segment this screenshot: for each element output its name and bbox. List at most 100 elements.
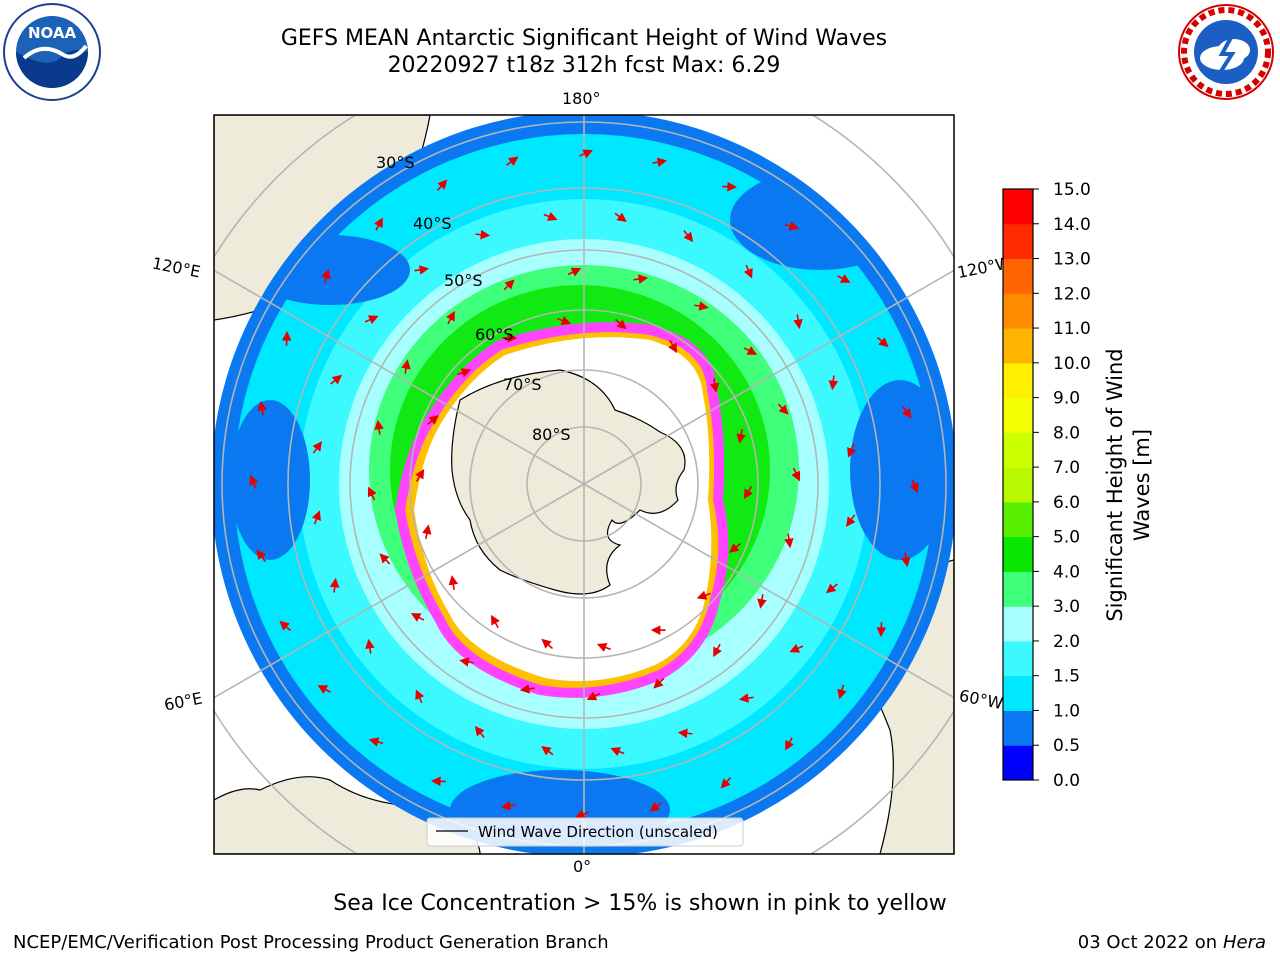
wave-direction-arrow: [415, 468, 425, 482]
wave-direction-arrow: [422, 524, 432, 540]
colorbar-segment: [1003, 640, 1033, 677]
colorbar-tick-label: 13.0: [1053, 250, 1091, 270]
colorbar-tick-label: 1.5: [1053, 667, 1080, 687]
wave-direction-arrow: [825, 583, 838, 594]
wave-direction-arrow: [415, 689, 425, 704]
noaa-logo-text: NOAA: [28, 24, 77, 42]
wave-direction-arrow: [713, 643, 722, 658]
wave-direction-arrow: [368, 737, 384, 747]
colorbar-segment: [1003, 189, 1033, 225]
wave-direction-arrow: [436, 179, 448, 191]
colorbar-tick-label: 11.0: [1053, 319, 1091, 339]
wave-direction-arrow: [614, 212, 627, 223]
wave-direction-arrow: [784, 533, 794, 549]
chart-title: GEFS MEAN Antarctic Significant Height o…: [280, 26, 888, 51]
colorbar-segment: [1003, 571, 1033, 607]
wave-direction-arrow: [668, 339, 678, 354]
colorbar-tick-label: 7.0: [1053, 458, 1080, 478]
colorbar-segment: [1003, 745, 1033, 781]
wave-direction-arrow: [543, 211, 558, 221]
colorbar-tick-label: 6.0: [1053, 493, 1080, 513]
colorbar-tick-label: 14.0: [1053, 215, 1091, 235]
colorbar-segment: [1003, 362, 1033, 399]
wave-direction-arrow: [414, 265, 430, 275]
colorbar-segment: [1003, 328, 1033, 364]
lon-label-180: 180°: [562, 89, 601, 108]
colorbar-segment: [1003, 397, 1033, 433]
wave-direction-arrow: [649, 801, 662, 812]
wave-direction-arrow: [457, 368, 472, 378]
wave-direction-arrow: [837, 684, 847, 700]
lon-label-0: 0°: [573, 857, 592, 876]
colorbar-segment: [1003, 432, 1033, 468]
wave-direction-arrow: [845, 514, 856, 527]
wave-direction-arrow: [541, 745, 554, 756]
wave-direction-arrow: [610, 747, 625, 757]
wave-direction-arrow: [279, 620, 291, 632]
colorbar-label: Significant Height of Wind Waves [m]: [1103, 348, 1154, 622]
wave-direction-arrow: [652, 157, 668, 167]
wave-direction-arrow: [365, 638, 375, 654]
wave-direction-arrow: [653, 677, 665, 689]
wave-direction-arrow: [586, 691, 601, 701]
colorbar-segment: [1003, 293, 1033, 329]
lat-label-60s: 60°S: [475, 325, 514, 344]
wave-direction-arrow: [503, 279, 515, 291]
wave-direction-arrow: [784, 221, 800, 231]
wave-direction-arrow: [757, 594, 767, 609]
wave-direction-arrow: [541, 638, 554, 650]
wave-direction-arrow: [317, 685, 331, 694]
wave-direction-arrow: [785, 737, 794, 751]
wave-direction-arrow: [374, 419, 384, 435]
meridian-line: [214, 483, 585, 699]
wave-direction-arrow: [321, 268, 331, 284]
wave-direction-arrow: [448, 575, 459, 590]
meridian-line: [583, 483, 954, 699]
wave-direction-arrow: [329, 577, 340, 593]
wave-direction-arrow: [410, 613, 425, 622]
wave-direction-arrow: [312, 441, 323, 454]
wave-direction-arrow: [257, 400, 267, 416]
wave-direction-arrow: [709, 378, 720, 393]
wave-direction-arrow: [909, 479, 919, 494]
wave-direction-arrow: [459, 657, 474, 667]
wave-direction-arrow: [683, 230, 694, 243]
wave-direction-arrow: [364, 315, 379, 325]
meridian-line: [583, 269, 954, 485]
wave-direction-arrow: [427, 415, 440, 426]
legend-label: Wind Wave Direction (unscaled): [478, 823, 718, 841]
wave-direction-arrow: [256, 549, 267, 562]
wave-direction-arrow: [901, 406, 912, 419]
footer-date: 03 Oct 2022 on Hera: [1078, 932, 1266, 953]
wave-direction-arrow: [736, 428, 746, 444]
wave-direction-arrow: [694, 301, 709, 311]
wave-direction-arrow: [446, 310, 455, 325]
wave-direction-arrow: [633, 274, 649, 284]
wave-direction-arrow: [474, 725, 485, 738]
colorbar-segment: [1003, 710, 1033, 746]
wave-direction-arrow: [828, 375, 839, 391]
sea-ice-caption: Sea Ice Concentration > 15% is shown in …: [333, 891, 947, 916]
wave-direction-arrow: [579, 149, 594, 159]
footer-date-text: 03 Oct 2022 on: [1077, 932, 1223, 953]
lat-label-80s: 80°S: [532, 425, 571, 444]
wave-direction-arrow: [567, 267, 582, 277]
colorbar-tick-label: 1.0: [1053, 701, 1080, 721]
wave-direction-arrow: [738, 693, 754, 703]
wave-direction-arrow: [837, 274, 851, 283]
colorbar-segment: [1003, 536, 1033, 572]
wave-direction-arrow: [743, 264, 753, 279]
colorbar-tick-label: 15.0: [1053, 180, 1091, 200]
colorbar-segment: [1003, 675, 1033, 711]
wave-direction-arrow: [379, 553, 391, 565]
footer-machine: Hera: [1222, 932, 1266, 953]
wave-direction-arrow: [847, 443, 857, 458]
colorbar-tick-label: 0.0: [1053, 771, 1080, 791]
wave-direction-arrow: [330, 374, 343, 385]
wave-direction-arrow: [475, 229, 491, 240]
colorbar-segment: [1003, 258, 1033, 294]
lat-label-50s: 50°S: [444, 271, 483, 290]
lat-label-70s: 70°S: [503, 375, 542, 394]
